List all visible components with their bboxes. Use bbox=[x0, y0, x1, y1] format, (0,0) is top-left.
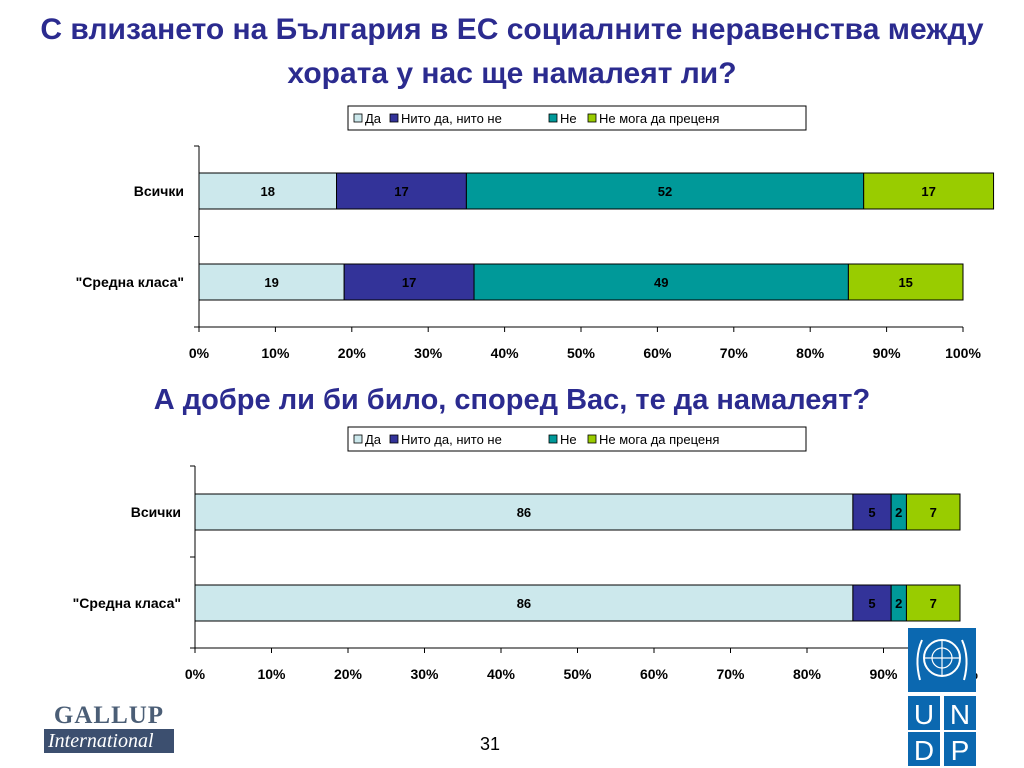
chart-1-data-label: 18 bbox=[261, 184, 275, 199]
chart-2-legend-label-2: Нито да, нито не bbox=[401, 432, 502, 447]
chart-1-legend-swatch-1 bbox=[353, 113, 363, 123]
chart-1-bar-segment bbox=[847, 263, 964, 301]
chart-1-bar-segment bbox=[198, 172, 338, 210]
chart-1-category-label: Всички bbox=[134, 183, 184, 199]
chart-1-data-label: 19 bbox=[264, 275, 278, 290]
undp-letter-tile bbox=[908, 732, 940, 766]
chart-2-data-label: 5 bbox=[868, 596, 875, 611]
chart-1-data-label: 17 bbox=[921, 184, 935, 199]
chart-2-data-label: 2 bbox=[895, 505, 902, 520]
chart-1-data-label: 49 bbox=[654, 275, 668, 290]
chart-2-x-tick-label: 70% bbox=[716, 666, 745, 682]
undp-letter: D bbox=[914, 735, 934, 766]
gallup-logo-text: GALLUP bbox=[53, 702, 165, 729]
chart-2-x-tick-label: 50% bbox=[563, 666, 592, 682]
chart-1-title: С влизането на България в ЕС социалните … bbox=[40, 13, 984, 90]
chart-2-bar-segment bbox=[905, 584, 961, 622]
chart-2-legend-swatch-1 bbox=[353, 434, 363, 444]
chart-2-x-tick-label: 30% bbox=[410, 666, 439, 682]
chart-2-legend-swatch-2 bbox=[389, 434, 399, 444]
chart-1-data-label: 15 bbox=[898, 275, 912, 290]
page-number: 31 bbox=[480, 734, 501, 754]
chart-1-x-tick-label: 0% bbox=[189, 345, 210, 361]
chart-2-legend-swatch-4 bbox=[587, 434, 597, 444]
chart-1-x-tick-label: 80% bbox=[796, 345, 825, 361]
undp-letter-tile bbox=[908, 696, 940, 730]
chart-1-legend bbox=[347, 105, 807, 131]
chart-2-data-label: 7 bbox=[930, 596, 937, 611]
chart-2-x-tick-label: 10% bbox=[257, 666, 286, 682]
chart-2-x-tick-label: 80% bbox=[793, 666, 822, 682]
chart-2-data-label: 86 bbox=[517, 505, 531, 520]
chart-1-x-tick-label: 10% bbox=[261, 345, 290, 361]
chart-1-x-tick-label: 60% bbox=[643, 345, 672, 361]
chart-1-legend-label-1: Да bbox=[365, 111, 382, 126]
gallup-logo-subtext: International bbox=[44, 729, 174, 753]
undp-letter-tile bbox=[944, 732, 976, 766]
chart-1-bar-segment bbox=[343, 263, 475, 301]
chart-1-x-tick-label: 100% bbox=[945, 345, 981, 361]
gallup-international-logo: GALLUP International bbox=[44, 703, 174, 753]
chart-1-legend-label-4: Не мога да преценя bbox=[599, 111, 719, 126]
chart-2-legend bbox=[347, 426, 807, 452]
chart-2-x-tick-label: 40% bbox=[487, 666, 516, 682]
chart-2-x-tick-label: 0% bbox=[185, 666, 206, 682]
chart-2-bar-segment bbox=[194, 493, 854, 531]
chart-2-x-tick-label: 90% bbox=[869, 666, 898, 682]
chart-1-bar-segment bbox=[198, 263, 345, 301]
chart-2-legend-label-3: Не bbox=[560, 432, 577, 447]
chart-2-data-label: 2 bbox=[895, 596, 902, 611]
chart-2-data-label: 5 bbox=[868, 505, 875, 520]
chart-2-legend-label-1: Да bbox=[365, 432, 382, 447]
chart-1-category-label: "Средна класа" bbox=[76, 274, 184, 290]
undp-letter: P bbox=[951, 735, 970, 766]
chart-1-legend-swatch-2 bbox=[389, 113, 399, 123]
chart-1-x-tick-label: 20% bbox=[338, 345, 367, 361]
chart-1-data-label: 17 bbox=[402, 275, 416, 290]
chart-1-bar-segment bbox=[465, 172, 865, 210]
chart-2-data-label: 86 bbox=[517, 596, 531, 611]
chart-1-data-label: 52 bbox=[658, 184, 672, 199]
chart-2-bar-segment bbox=[852, 584, 892, 622]
chart-1-x-tick-label: 30% bbox=[414, 345, 443, 361]
chart-2-x-tick-label: 20% bbox=[334, 666, 363, 682]
chart-1-legend-label-2: Нито да, нито не bbox=[401, 111, 502, 126]
chart-1-bar-segment bbox=[863, 172, 995, 210]
chart-1-x-tick-label: 50% bbox=[567, 345, 596, 361]
chart-1-bar-segment bbox=[473, 263, 849, 301]
chart-1-legend-swatch-4 bbox=[587, 113, 597, 123]
chart-1-bar-segment bbox=[336, 172, 467, 210]
chart-2-category-label: "Средна класа" bbox=[73, 595, 181, 611]
chart-2-title: А добре ли би било, според Вас, те да на… bbox=[153, 384, 871, 416]
chart-2-bar-segment bbox=[194, 584, 854, 622]
chart-2-legend-label-4: Не мога да преценя bbox=[599, 432, 719, 447]
chart-2-legend-swatch-3 bbox=[548, 434, 558, 444]
chart-2-category-label: Всички bbox=[131, 504, 181, 520]
undp-letter: N bbox=[950, 699, 970, 730]
chart-1-x-tick-label: 70% bbox=[720, 345, 749, 361]
chart-1-x-tick-label: 90% bbox=[873, 345, 902, 361]
undp-letter-tile bbox=[944, 696, 976, 730]
undp-letter: U bbox=[914, 699, 934, 730]
un-laurel-icon bbox=[916, 639, 968, 681]
chart-2-data-label: 7 bbox=[930, 505, 937, 520]
chart-2-bar-segment bbox=[852, 493, 892, 531]
chart-1-x-tick-label: 40% bbox=[491, 345, 520, 361]
undp-logo: U ND P bbox=[908, 628, 976, 766]
chart-2-x-tick-label: 60% bbox=[640, 666, 669, 682]
chart-1-legend-swatch-3 bbox=[548, 113, 558, 123]
chart-1-data-label: 17 bbox=[394, 184, 408, 199]
chart-2-bar-segment bbox=[905, 493, 961, 531]
chart-1-legend-label-3: Не bbox=[560, 111, 577, 126]
